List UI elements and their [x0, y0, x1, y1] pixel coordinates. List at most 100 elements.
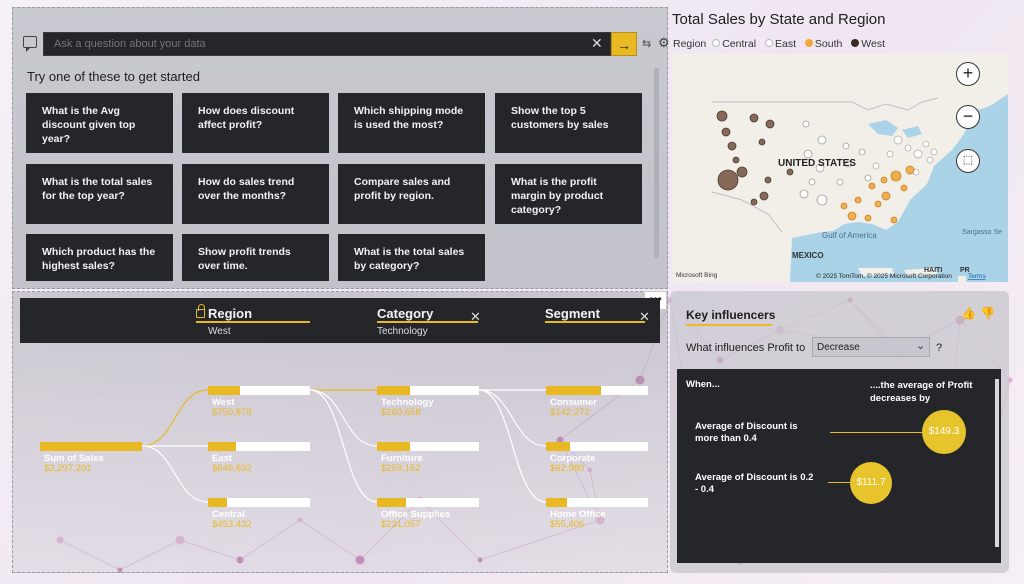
tree-node-fill	[208, 386, 240, 395]
submit-arrow-button[interactable]: →	[611, 32, 637, 56]
map-title: Total Sales by State and Region	[672, 11, 886, 28]
tree-node-fill	[208, 442, 236, 451]
tree-node-bar[interactable]	[377, 386, 479, 395]
tree-node-fill	[546, 386, 602, 395]
map-bubble-west	[736, 166, 748, 178]
map-bubble-south	[890, 216, 898, 224]
map-bubble-east	[904, 144, 912, 152]
select-tool-button[interactable]: ⬚	[956, 149, 980, 173]
level-filter-region: West	[208, 326, 231, 337]
suggestion-button[interactable]: Compare sales and profit by region.	[338, 164, 485, 224]
lock-icon	[196, 304, 205, 318]
tree-node-fill	[377, 386, 410, 395]
ki-tab-key-influencers[interactable]: Key influencers	[686, 308, 776, 322]
map-label-haiti: HAITI	[924, 267, 942, 274]
map-bubble-west	[716, 110, 728, 122]
gear-icon[interactable]: ⚙	[658, 35, 670, 50]
node-value: $260,658	[381, 407, 421, 418]
map-bubble-east	[930, 148, 938, 156]
map-bubble-east	[886, 150, 894, 158]
suggestion-button[interactable]: Show the top 5 customers by sales	[495, 93, 642, 153]
suggestion-button[interactable]: What is the Avg discount given top year?	[26, 93, 173, 153]
level-underline	[196, 321, 310, 323]
node-value: $646,692	[212, 463, 252, 474]
qa-search-input[interactable]	[43, 32, 611, 56]
legend-title: Region	[673, 38, 707, 50]
tree-node-bar[interactable]	[208, 498, 310, 507]
tree-node-fill	[546, 498, 568, 507]
level-header-segment[interactable]: Segment	[545, 306, 600, 321]
level-underline	[545, 321, 645, 323]
legend-item-central[interactable]: Central	[712, 38, 759, 50]
level-header-category[interactable]: Category	[377, 306, 434, 321]
map-bubble-west	[749, 113, 759, 123]
tree-node-root[interactable]	[40, 442, 142, 451]
tree-node-bar[interactable]	[208, 442, 310, 451]
tree-node-bar[interactable]	[377, 442, 479, 451]
node-label: East	[212, 453, 233, 464]
suggestion-button[interactable]: What is the total sales by category?	[338, 234, 485, 281]
map-bubble-central	[799, 189, 809, 199]
map-bubble-central	[817, 135, 827, 145]
map-bubble-west	[750, 198, 758, 206]
legend-item-east[interactable]: East	[764, 38, 799, 50]
map-bubble-central	[864, 174, 872, 182]
chevron-down-icon[interactable]: ⌄	[916, 340, 926, 352]
map-label-mexico: MEXICO	[792, 251, 824, 260]
suggestion-button[interactable]: Which shipping mode is used the most?	[338, 93, 485, 153]
tree-node-bar[interactable]	[546, 386, 648, 395]
qa-scrollbar[interactable]	[654, 68, 659, 258]
tree-node-bar[interactable]	[377, 498, 479, 507]
help-icon[interactable]: ?	[936, 342, 943, 354]
map-bubble-south	[854, 196, 862, 204]
suggestion-button[interactable]: Show profit trends over time.	[182, 234, 329, 281]
suggestion-button[interactable]: How does discount affect profit?	[182, 93, 329, 153]
map-bubble-central	[808, 178, 816, 186]
node-value: $750,878	[212, 407, 252, 418]
ki-question-label: What influences Profit to	[686, 342, 806, 354]
suggestion-button[interactable]: How do sales trend over the months?	[182, 164, 329, 224]
tree-node-bar[interactable]	[546, 442, 648, 451]
thumbs-up-icon[interactable]: 👍	[961, 306, 976, 320]
ki-average-header: ....the average of Profit decreases by	[870, 380, 973, 404]
thumbs-down-icon[interactable]: 👎	[980, 306, 995, 320]
suggestion-button[interactable]: Which product has the highest sales?	[26, 234, 173, 281]
suggestion-button[interactable]: What is the profit margin by product cat…	[495, 164, 642, 224]
node-value: $142,272	[550, 407, 590, 418]
ki-value-bubble[interactable]: $111.7	[850, 462, 892, 504]
map-label-country: UNITED STATES	[778, 158, 856, 169]
qa-visual: ✕ → ⇆ ⚙ Try one of these to get started …	[12, 7, 670, 289]
node-label: Central	[212, 509, 245, 520]
level-filter-category: Technology	[377, 326, 428, 337]
ki-direction-select[interactable]: Decrease	[812, 337, 930, 357]
level-header-region[interactable]: Region	[208, 306, 253, 321]
ki-scrollbar[interactable]	[995, 379, 999, 547]
zoom-out-button[interactable]: −	[956, 105, 980, 129]
map-canvas[interactable]: UNITED STATES Gulf of America Sargasso S…	[672, 54, 1008, 282]
map-bubble-south	[900, 184, 908, 192]
ki-value-bubble[interactable]: $149.3	[922, 410, 966, 454]
node-label: Sum of Sales	[44, 453, 104, 464]
tree-node-bar[interactable]	[546, 498, 648, 507]
ki-factor-label[interactable]: Average of Discount is 0.2 - 0.4	[695, 472, 814, 495]
map-copyright: © 2025 TomTom, © 2025 Microsoft Corporat…	[816, 272, 952, 280]
clear-icon[interactable]: ✕	[591, 35, 603, 51]
legend-item-west[interactable]: West	[851, 38, 888, 50]
node-label: Consumer	[550, 397, 597, 408]
remove-level-category-icon[interactable]: ✕	[470, 309, 481, 324]
ki-arrow	[828, 482, 850, 483]
map-bubble-east	[893, 135, 903, 145]
convert-visual-icon[interactable]: ⇆	[642, 38, 652, 50]
map-bubble-west	[764, 176, 772, 184]
legend-item-south[interactable]: South	[804, 38, 845, 50]
node-value: $55,406	[550, 519, 585, 530]
node-label: Technology	[381, 397, 434, 408]
ki-factor-label[interactable]: Average of Discount is more than 0.4	[695, 421, 798, 444]
node-label: Home Office	[550, 509, 606, 520]
tree-node-bar[interactable]	[208, 386, 310, 395]
remove-level-segment-icon[interactable]: ✕	[639, 309, 650, 324]
zoom-in-button[interactable]: +	[956, 62, 980, 86]
map-bubble-central	[844, 160, 852, 168]
suggestion-button[interactable]: What is the total sales for the top year…	[26, 164, 173, 224]
map-bubble-south	[874, 200, 882, 208]
